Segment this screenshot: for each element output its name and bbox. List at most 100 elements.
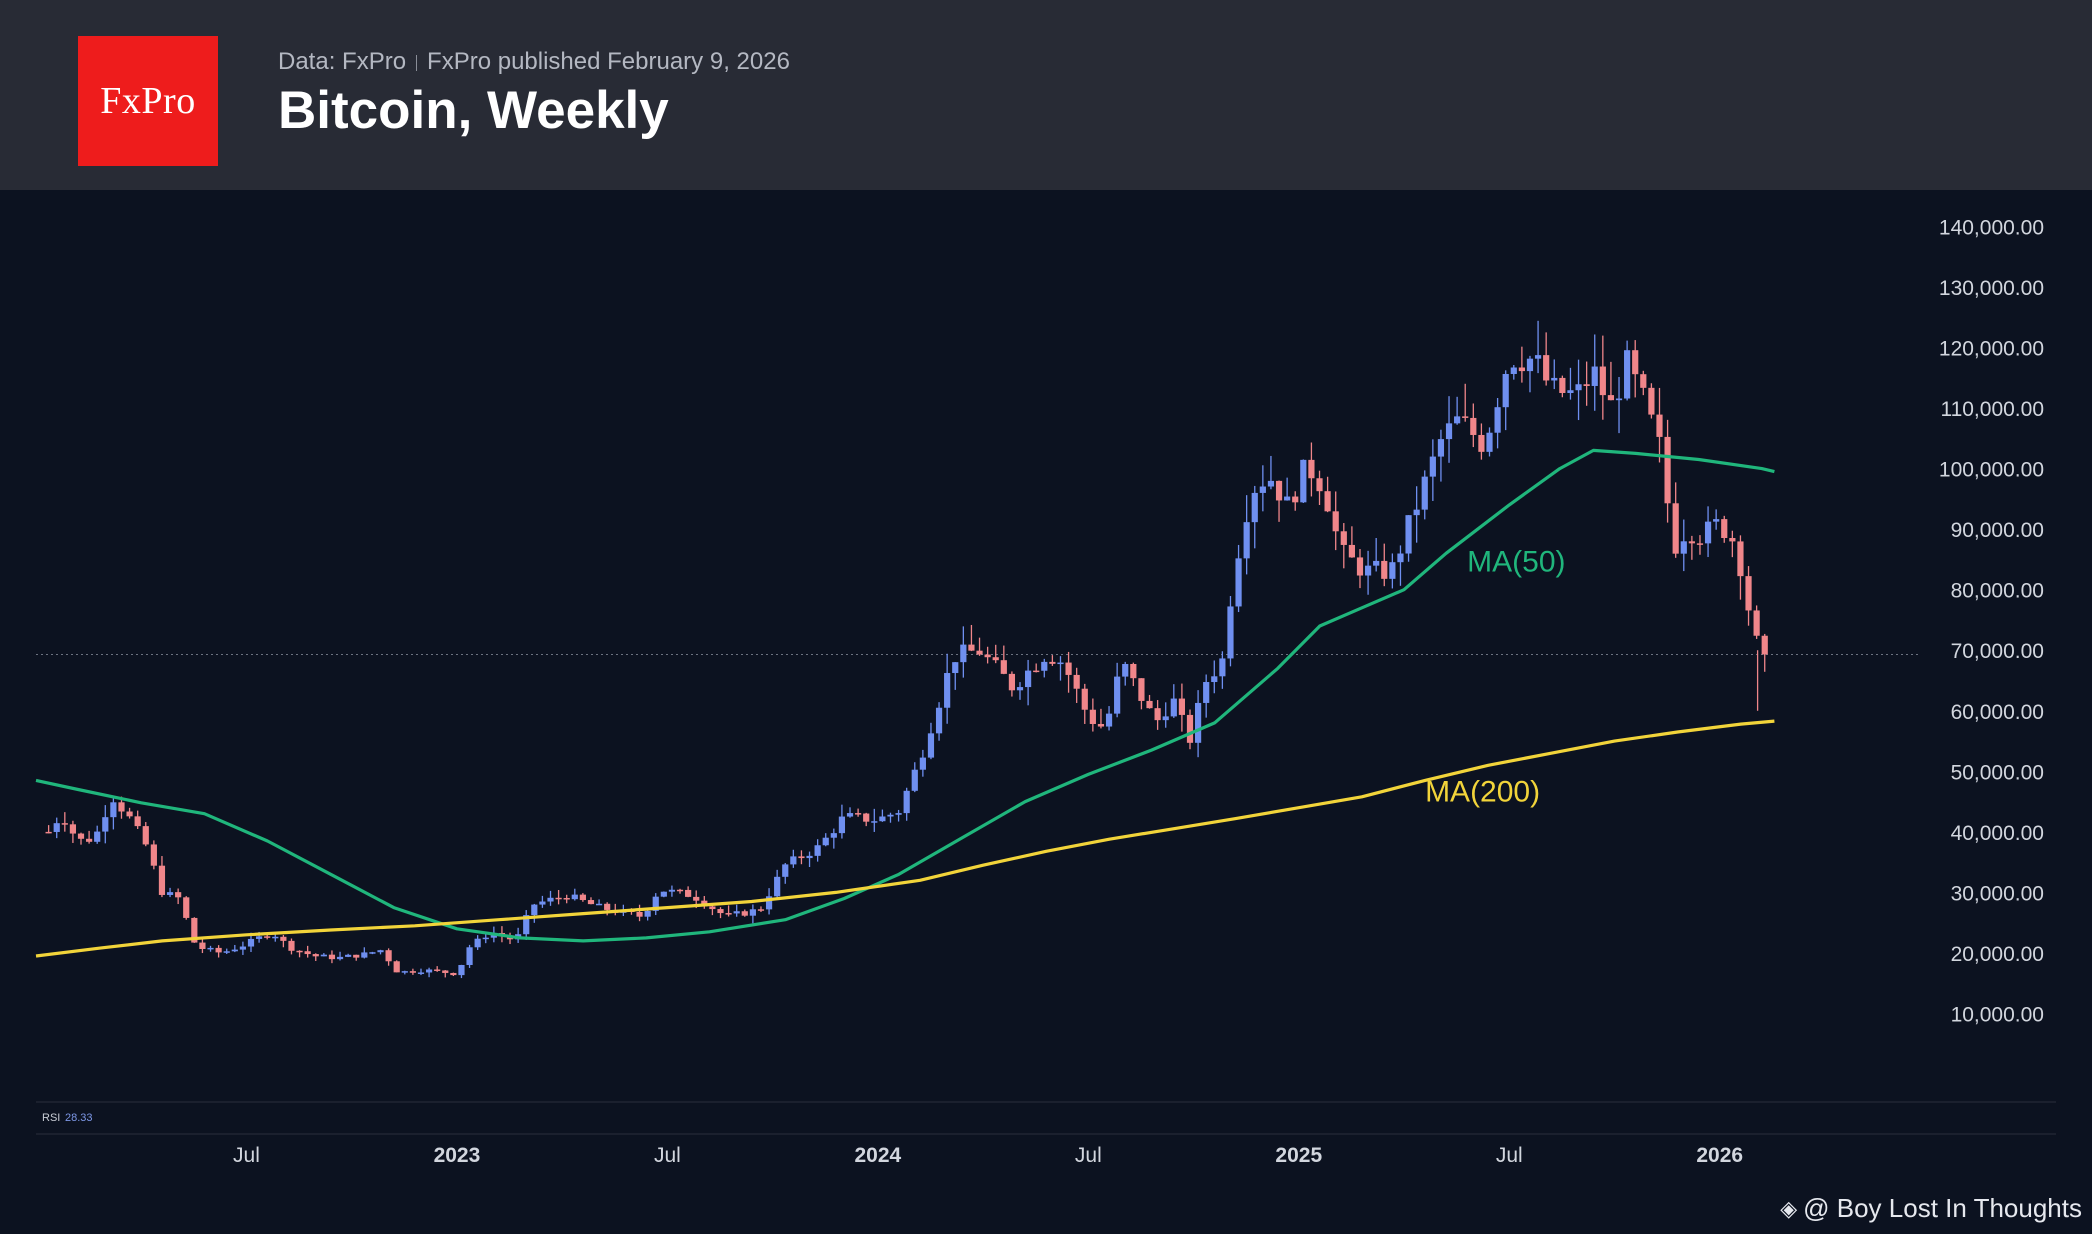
candle-body — [1437, 439, 1445, 457]
candle-body — [272, 936, 279, 939]
binance-diamond-icon: ◈ — [1780, 1195, 1798, 1221]
candle-body — [1640, 374, 1647, 388]
y-tick-label: 40,000.00 — [1951, 822, 2044, 845]
candle-body — [1162, 716, 1169, 721]
y-tick-label: 20,000.00 — [1951, 943, 2044, 966]
x-tick-label: Jul — [233, 1144, 260, 1167]
y-tick-label: 90,000.00 — [1951, 519, 2044, 542]
candle-body — [1251, 492, 1258, 523]
y-tick-label: 60,000.00 — [1951, 701, 2044, 724]
candle-body — [466, 947, 473, 965]
candle-body — [782, 864, 789, 877]
candle-body — [1405, 515, 1412, 554]
candle-body — [110, 802, 117, 818]
candle-body — [1057, 662, 1064, 665]
candle-body — [1275, 480, 1283, 501]
candle-body — [1356, 557, 1364, 576]
candle-body — [1534, 355, 1542, 359]
ma50-label: MA(50) — [1467, 546, 1565, 579]
rsi-label: RSI — [42, 1112, 60, 1124]
candle-body — [668, 889, 676, 892]
separator — [416, 54, 418, 71]
candle-body — [1049, 661, 1056, 664]
candle-body — [790, 856, 797, 865]
candle-body — [1583, 384, 1590, 386]
credit-text: @ Boy Lost In Thoughts — [1803, 1193, 2082, 1223]
candle-body — [1292, 496, 1299, 503]
candle-body — [1114, 676, 1121, 714]
candle-body — [563, 898, 570, 900]
candle-body — [474, 938, 481, 948]
y-tick-label: 10,000.00 — [1951, 1004, 2044, 1027]
candle-body — [814, 845, 821, 856]
candle-body — [458, 964, 465, 976]
candle-body — [919, 757, 926, 770]
candle-body — [223, 951, 230, 953]
candle-body — [247, 938, 255, 947]
x-tick-label: 2024 — [855, 1144, 902, 1167]
candle-body — [1122, 663, 1129, 677]
candle-body — [312, 954, 319, 957]
candle-body — [320, 954, 327, 957]
candle-body — [45, 831, 52, 834]
candle-body — [830, 833, 837, 838]
candle-body — [77, 833, 85, 839]
candle-body — [1478, 434, 1485, 452]
candle-body — [1178, 698, 1186, 715]
candle-body — [1526, 358, 1534, 372]
candle-body — [1033, 670, 1040, 673]
candle-body — [571, 894, 578, 900]
candle-body — [798, 856, 805, 859]
candle-body — [166, 892, 174, 895]
candle-body — [207, 947, 214, 950]
page-title: Bitcoin, Weekly — [278, 81, 669, 140]
y-tick-label: 30,000.00 — [1951, 882, 2044, 905]
fxpro-logo: FxPro — [78, 36, 218, 166]
candle-body — [911, 769, 918, 791]
candle-body — [1615, 398, 1623, 401]
candle-body — [1016, 687, 1024, 691]
candle-body — [855, 813, 862, 815]
candle-body — [1704, 521, 1712, 544]
candle-body — [1065, 662, 1072, 675]
candle-body — [328, 954, 336, 960]
rsi-value: 28.33 — [65, 1112, 93, 1124]
candle-body — [757, 909, 765, 911]
candle-body — [1543, 355, 1550, 381]
candle-body — [1284, 496, 1291, 501]
candle-body — [215, 947, 222, 953]
candle-body — [968, 644, 975, 651]
candle-body — [927, 733, 935, 758]
candle-body — [984, 654, 991, 658]
candle-body — [1445, 423, 1453, 440]
candle-body — [1486, 432, 1493, 452]
candle-body — [1510, 367, 1517, 374]
candle-body — [1081, 688, 1088, 710]
candle-body — [1729, 537, 1736, 542]
candle-body — [1696, 543, 1704, 545]
candle-body — [1203, 682, 1210, 703]
candle-body — [1227, 606, 1234, 659]
candle-body — [1567, 390, 1574, 393]
candle-body — [434, 969, 441, 971]
candle-body — [846, 813, 854, 817]
candle-body — [345, 954, 352, 957]
candle-body — [150, 844, 157, 866]
candle-body — [725, 913, 732, 915]
candle-body — [717, 909, 724, 914]
candle-body — [61, 823, 68, 825]
candle-body — [1073, 674, 1080, 689]
candle-body — [1348, 544, 1355, 558]
candle-body — [1551, 377, 1558, 381]
candle-body — [903, 790, 910, 814]
candle-body — [1130, 663, 1137, 679]
candle-body — [1575, 384, 1582, 391]
candle-body — [393, 961, 400, 973]
candle-body — [1429, 456, 1436, 477]
candle-body — [644, 910, 651, 917]
candle-body — [385, 950, 392, 962]
candle-body — [1413, 509, 1420, 516]
candle-body — [1138, 678, 1145, 701]
candle-body — [676, 889, 684, 892]
ma200-label: MA(200) — [1425, 776, 1540, 809]
